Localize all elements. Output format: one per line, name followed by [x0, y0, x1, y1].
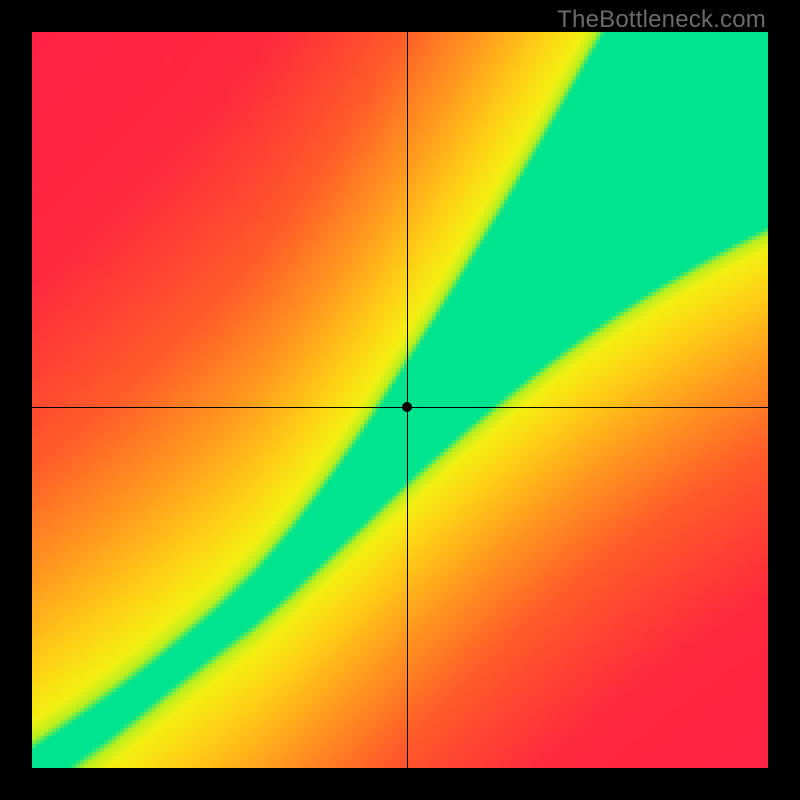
heatmap-plot [32, 32, 768, 768]
crosshair-marker [402, 402, 412, 412]
crosshair-vertical [407, 32, 408, 768]
watermark-text: TheBottleneck.com [557, 6, 766, 34]
crosshair-horizontal [32, 407, 768, 408]
heatmap-canvas [32, 32, 768, 768]
